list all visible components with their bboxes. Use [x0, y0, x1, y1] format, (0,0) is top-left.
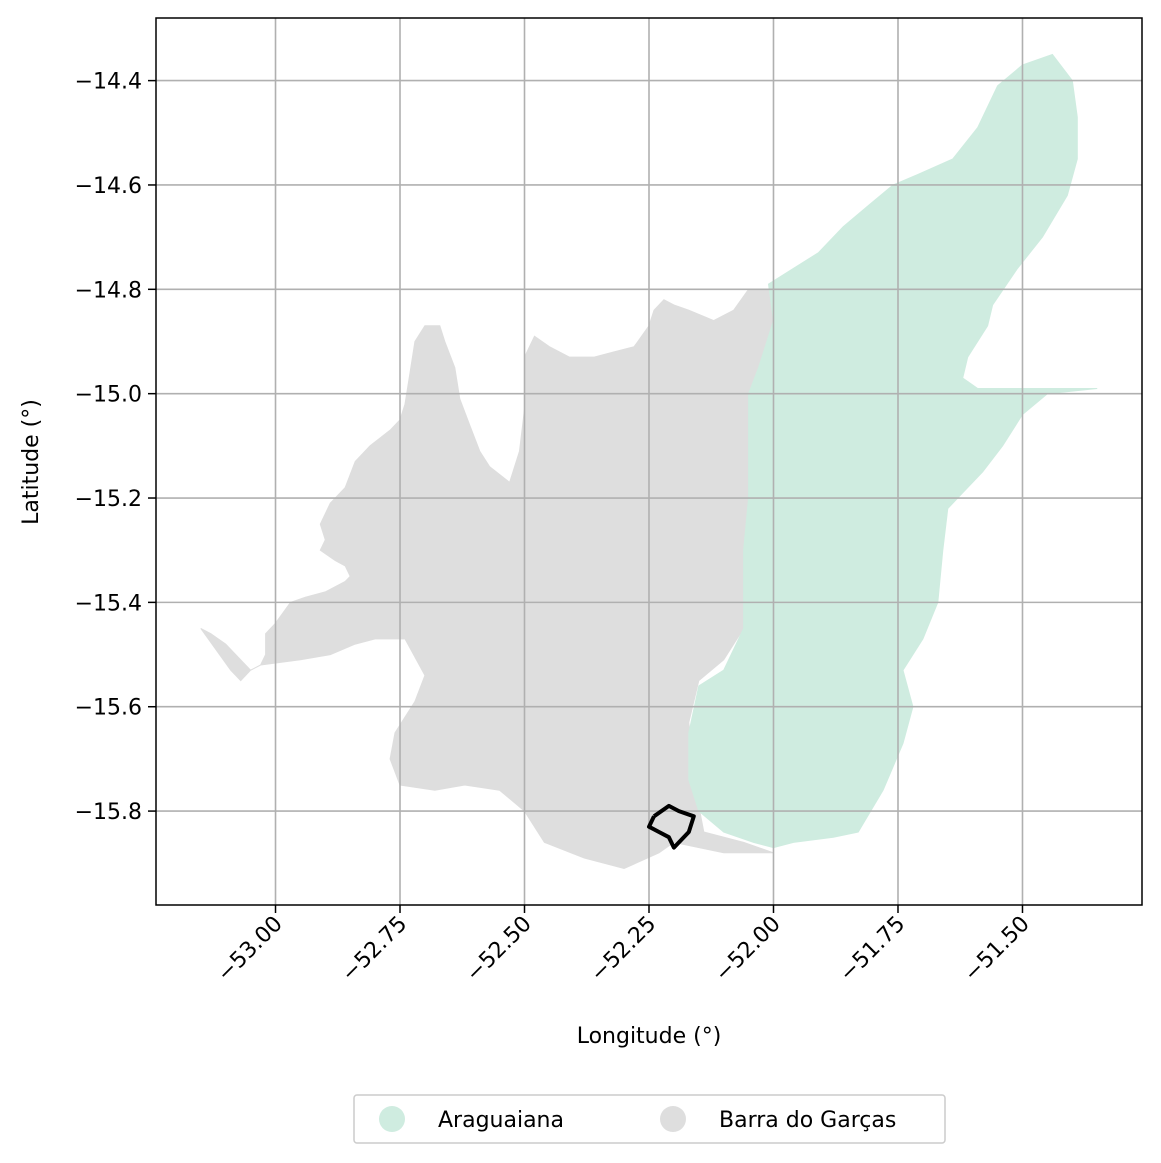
y-axis-label: Latitude (°)	[19, 399, 44, 525]
x-tick-label: −52.00	[710, 912, 785, 987]
x-tick-label: −52.25	[586, 912, 661, 987]
regions-layer	[200, 53, 1098, 870]
legend-label-barra-do-garcas: Barra do Garças	[719, 1108, 896, 1133]
y-tick-label: −15.0	[75, 383, 142, 408]
region-araguaiana	[688, 53, 1098, 849]
outline-layer	[647, 803, 696, 850]
y-tick-label: −15.8	[75, 800, 142, 825]
legend-box	[353, 1094, 946, 1144]
x-axis-label: Longitude (°)	[577, 1024, 722, 1049]
legend-marker-barra-do-garcas	[660, 1106, 686, 1132]
y-tick-label: −15.4	[75, 591, 142, 616]
y-tick-label: −14.4	[75, 70, 142, 95]
x-tick-label: −52.50	[461, 912, 536, 987]
grid-layer	[156, 18, 1142, 905]
boundary-outline	[647, 803, 696, 850]
legend-label-araguaiana: Araguaiana	[438, 1108, 564, 1133]
y-tick-label: −15.6	[75, 696, 142, 721]
x-tick-label: −53.00	[213, 912, 288, 987]
y-tick-label: −15.2	[75, 487, 142, 512]
region-barra-do-garcas	[200, 288, 780, 870]
x-tick-label: −51.50	[959, 912, 1034, 987]
legend-marker-araguaiana	[379, 1106, 405, 1132]
legend: Araguaiana Barra do Garças	[353, 1094, 946, 1144]
y-tick-label: −14.6	[75, 174, 142, 199]
x-tick-label: −52.75	[337, 912, 412, 987]
x-tick-label: −51.75	[835, 912, 910, 987]
y-tick-label: −14.8	[75, 278, 142, 303]
